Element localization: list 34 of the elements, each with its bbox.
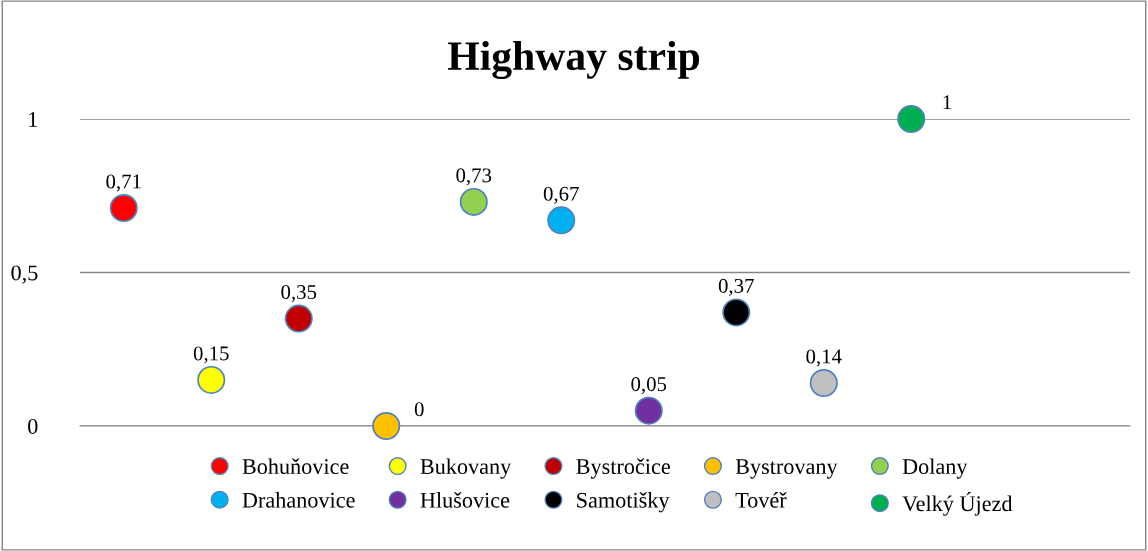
data-label: 0 (414, 402, 424, 417)
data-label: 0,05 (631, 377, 667, 395)
y-tick-label: 0 (28, 418, 38, 434)
legend-label: Drahanovice (242, 492, 355, 508)
legend-label: Hlušovice (420, 492, 510, 508)
chart-title: Highway strip (447, 40, 700, 80)
point (372, 411, 401, 441)
y-tick-label: 1 (29, 112, 37, 127)
point (634, 396, 663, 425)
data-label: 0,35 (281, 284, 317, 303)
data-label: 1 (943, 95, 951, 110)
data-label: 0,71 (106, 174, 141, 192)
legend-label: Bukovany (420, 458, 512, 479)
data-label: 0,37 (718, 278, 754, 296)
point (284, 304, 313, 333)
legend-label: Velký Újezd (902, 491, 1013, 516)
point (722, 298, 751, 327)
y-tick-label: 0,5 (11, 265, 38, 284)
data-label: 0,15 (193, 346, 229, 364)
point (197, 365, 226, 394)
legend-label: Dolany (902, 458, 968, 479)
point (809, 369, 838, 398)
legend-label: Bystrovany (735, 459, 838, 479)
point (547, 206, 576, 235)
legend-label: Bystročice (576, 458, 670, 479)
legend-label: Samotišky (577, 492, 670, 513)
point (459, 187, 488, 216)
data-label: 0,14 (806, 349, 842, 367)
point (897, 104, 926, 134)
data-label: 0,67 (543, 186, 579, 204)
point (109, 194, 138, 223)
data-label: 0,73 (456, 168, 492, 186)
legend-label: Tovéř (735, 492, 787, 508)
legend-label: Bohuňovice (242, 458, 349, 475)
